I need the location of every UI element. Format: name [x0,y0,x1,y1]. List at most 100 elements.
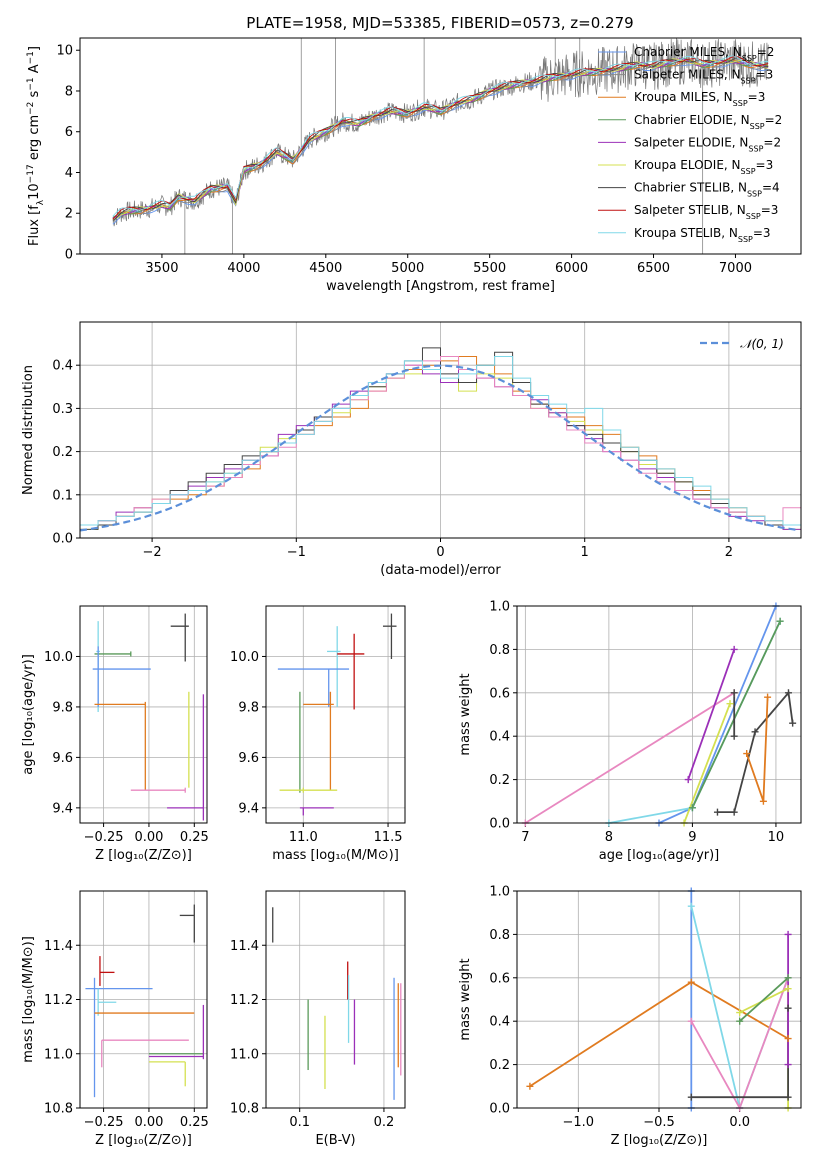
weight-marker [736,1017,744,1025]
weight-line-kroupa-elodie [683,703,731,823]
weight-marker [687,1017,695,1025]
y-tick-label: 0.6 [489,686,510,701]
x-tick-label: 4000 [227,261,260,276]
model-line-kroupa-stelib [112,55,769,217]
y-tick-label: 0.6 [489,971,510,986]
legend-label-sub: SSP [742,54,757,63]
plot-frame [516,605,802,824]
weight-line-chabrier-elodie [691,620,781,809]
weight-marker [684,776,692,784]
weight-marker [764,693,772,701]
normal-curve [80,364,799,532]
x-tick-label: 0.00 [134,1115,163,1130]
y-tick-label: 11.4 [230,939,259,954]
y-tick-label: 9.8 [52,700,73,715]
y-tick-label: 0.2 [489,773,510,788]
weight-marker [687,978,695,986]
weight-marker [730,808,738,816]
plot-area [80,891,207,1108]
x-axis-label: Z [log₁₀(Z/Z⊙)] [95,1133,192,1148]
weight-marker [784,1093,792,1101]
y-axis-label: Flux [fλ10−17 erg cm−2 s−1 A−1] [26,46,46,246]
x-tick-label: 4500 [309,261,342,276]
plot-area [112,38,769,254]
legend-label-sub: SSP [746,212,761,221]
legend-label: 𝒩(0, 1) [740,337,784,351]
y-tick-label: 0.0 [489,1102,510,1117]
weight-marker [784,1035,792,1043]
x-tick-label: 0.25 [180,830,209,845]
legend-label-name: Kroupa STELIB, N [634,226,738,240]
x-tick-label: 2 [725,545,733,560]
y-axis-label: mass [log₁₀(M/M⊙)] [21,936,36,1063]
legend-label: Salpeter STELIB, NSSP=3 [634,203,778,221]
model-line-salpeter-elodie [112,58,769,219]
weight-line-salpeter-elodie [687,649,736,780]
y-tick-label: 2 [65,207,73,222]
y-tick-label: 0.4 [489,1015,510,1030]
legend-label: Chabrier ELODIE, NSSP=2 [634,113,782,131]
x-tick-label: −1.0 [563,1115,595,1130]
y-tick-label: 11.4 [44,939,73,954]
weight-line-chabrier-elodie [739,977,789,1022]
weight-marker [688,804,696,812]
y-tick-label: 0.3 [52,402,73,417]
legend-label-n: =4 [762,181,780,195]
x-tick-label: 0.1 [289,1115,310,1130]
legend-label: Chabrier MILES, NSSP=2 [634,45,774,63]
legend-label-n: =3 [753,226,771,240]
weight-marker [784,985,792,993]
panel-age-vs-Z: −0.25 0.00 0.25 9.4 9.6 9.8 10.0 Z [log₁₀(Z/Z⊙)… [21,605,209,863]
y-axis-label: mass weight [458,673,473,755]
y-tick-label: 11.2 [230,993,259,1008]
plot-area [80,606,207,823]
plot-frame [516,890,802,1109]
x-tick-label: 7000 [719,261,752,276]
x-tick-label: 0.0 [729,1115,750,1130]
legend-label-sub: SSP [741,76,756,85]
y-axis-label-part: s [27,90,42,101]
weight-marker [759,797,767,805]
x-axis-label: Z [log₁₀(Z/Z⊙)] [611,1133,708,1148]
weight-marker [784,930,792,938]
y-tick-label: 1.0 [489,600,510,615]
legend-label: Kroupa ELODIE, NSSP=3 [634,158,773,176]
x-axis-label: Z [log₁₀(Z/Z⊙)] [95,848,192,863]
plot-frame [79,37,802,255]
weight-marker [784,689,792,697]
x-tick-label: 1 [581,545,589,560]
legend-label-n: =2 [765,113,783,127]
x-axis-label: (data-model)/error [380,563,501,578]
weight-marker [713,808,721,816]
plot-frame [79,605,208,824]
y-tick-label: 0.0 [52,532,73,547]
y-tick-label: 4 [65,166,73,181]
legend-label-name: Salpeter MILES, N [634,68,741,82]
x-tick-label: 3500 [145,261,178,276]
weight-line-chabrier-miles [658,606,777,823]
x-tick-label: −2 [143,545,162,560]
weight-marker [726,700,734,708]
legend-label-name: Chabrier MILES, N [634,45,742,59]
x-tick-label: 5000 [391,261,424,276]
model-line-chabrier-stelib [112,57,769,221]
y-tick-label: 0.2 [489,1058,510,1073]
weight-marker [743,750,751,758]
panel-mass-vs-Z: −0.25 0.00 0.25 10.8 11.0 11.2 11.4 Z [log₁₀(Z/… [21,890,209,1148]
y-tick-label: 8 [65,84,73,99]
x-tick-label: 0.25 [180,1115,209,1130]
legend-label-n: =2 [763,135,781,149]
panel-spectrum: 3500 4000 4500 5000 5500 6000 6500 7000 0 2 4 6 8 10 w… [26,37,802,294]
legend-label-sub: SSP [750,121,765,130]
y-tick-label: 11.0 [230,1047,259,1062]
y-tick-label: 10.8 [230,1102,259,1117]
legend-label: Salpeter MILES, NSSP=3 [634,68,773,86]
panel-residual-hist: −2 −1 0 1 2 0.0 0.1 0.2 0.3 0.4 (data-model)/error… [21,321,802,578]
weight-marker [784,1004,792,1012]
weight-line-pink [690,977,789,1108]
legend-label: Chabrier STELIB, NSSP=4 [634,181,780,199]
plot-frame [79,890,208,1109]
model-line-kroupa-miles [112,59,769,220]
plot-area [80,322,801,538]
legend-label-name: Chabrier ELODIE, N [634,113,750,127]
